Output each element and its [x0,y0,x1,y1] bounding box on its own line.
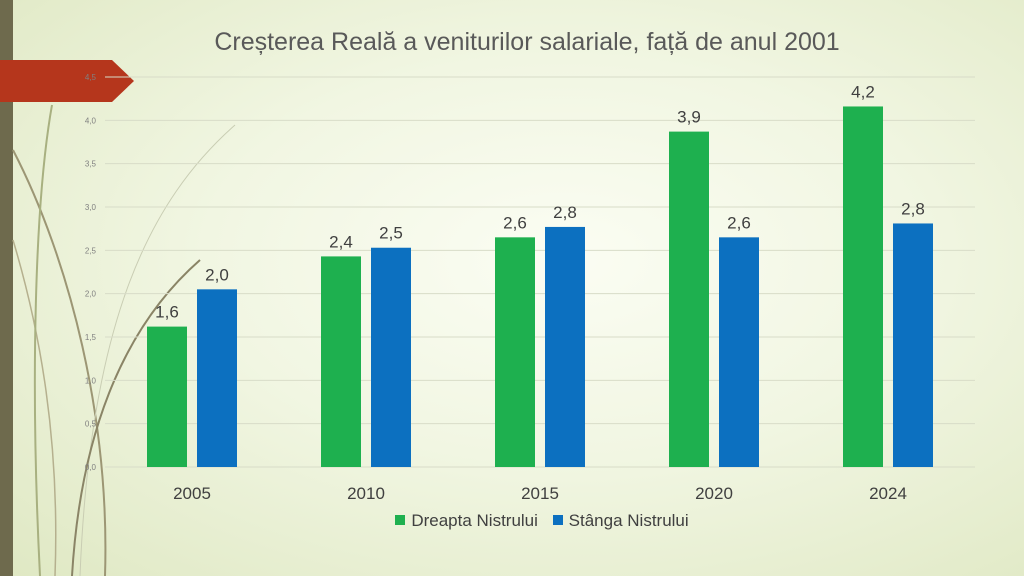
chart-title: Creșterea Reală a veniturilor salariale,… [214,28,840,56]
bar-stanga-2020 [719,237,759,467]
y-tick-label: 4,5 [85,73,97,82]
y-tick-label: 2,5 [85,246,97,255]
bar-stanga-2024 [893,223,933,467]
data-label: 2,0 [205,265,229,284]
bar-stanga-2010 [371,247,411,467]
data-label: 2,5 [379,224,403,243]
legend-swatch-stanga [552,515,563,525]
decor-curve [33,104,53,576]
bar-dreapta-2024 [843,106,883,467]
decor-curve [12,239,57,576]
y-axis-ticks: 0,0 0,5 1,0 1,5 2,0 2,5 3,0 3,5 4,0 4,5 [85,73,97,472]
x-tick-label: 2024 [869,484,907,503]
legend-label-dreapta: Dreapta Nistrului [411,511,538,530]
legend-item-stanga: Stânga Nistrului [552,511,689,531]
data-label: 2,8 [901,199,925,218]
data-label: 1,6 [155,303,179,322]
y-tick-label: 4,0 [85,116,97,125]
data-label: 4,2 [851,82,875,101]
y-tick-label: 0,0 [85,463,97,472]
red-arrow-shape [0,60,134,102]
y-tick-label: 1,5 [85,333,97,342]
y-tick-label: 1,0 [85,376,97,385]
bar-dreapta-2020 [669,131,709,467]
data-label: 2,8 [553,203,577,222]
x-tick-label: 2010 [347,484,385,503]
data-label: 2,6 [503,213,527,232]
bar-dreapta-2005 [147,326,187,467]
data-label: 2,6 [727,213,751,232]
data-label: 3,9 [677,108,701,127]
y-tick-label: 3,5 [85,160,97,169]
data-label: 2,4 [329,232,353,251]
x-axis-ticks: 2005 2010 2015 2020 2024 [173,484,907,503]
decor-curve [71,259,201,576]
y-tick-label: 0,5 [85,420,97,429]
legend-label-stanga: Stânga Nistrului [568,511,689,530]
bar-stanga-2015 [545,226,585,467]
x-tick-label: 2015 [521,484,559,503]
left-accent-bar [0,0,13,576]
legend-item-dreapta: Dreapta Nistrului [395,511,538,531]
bar-dreapta-2015 [495,237,535,467]
bar-stanga-2005 [197,289,237,467]
bars [147,106,933,467]
bar-dreapta-2010 [321,256,361,467]
gridlines [105,76,975,468]
x-tick-label: 2005 [173,484,211,503]
decor-curve [12,149,107,576]
legend-swatch-dreapta [395,515,406,525]
y-tick-label: 2,0 [85,290,97,299]
x-tick-label: 2020 [695,484,733,503]
data-labels: 1,6 2,0 2,4 2,5 2,6 2,8 3,9 2,6 4,2 2,8 [155,82,925,321]
decor-curve [79,124,236,576]
chart-legend: Dreapta Nistrului Stânga Nistrului [0,511,1024,531]
y-tick-label: 3,0 [85,203,97,212]
